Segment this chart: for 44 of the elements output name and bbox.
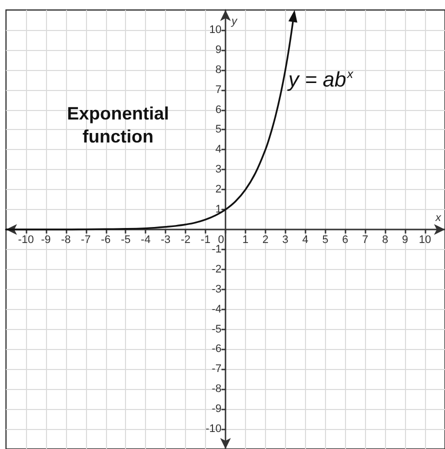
x-tick-label: -10 <box>18 234 34 246</box>
y-tick-label: 9 <box>215 44 222 56</box>
y-tick-label: -5 <box>212 323 222 336</box>
y-tick-label: 1 <box>215 204 222 216</box>
y-tick-label: 2 <box>215 184 222 196</box>
x-tick-label: 10 <box>418 234 432 246</box>
x-tick-label: 3 <box>282 234 288 246</box>
x-tick-label: -6 <box>100 234 111 246</box>
y-tick-label: 10 <box>209 24 222 36</box>
x-tick-label: -1 <box>200 234 210 246</box>
x-tick-label: -3 <box>160 234 171 246</box>
x-tick-label: 2 <box>262 234 268 246</box>
x-tick-label: -7 <box>80 234 91 246</box>
y-tick-label: -10 <box>206 423 222 436</box>
y-tick-label: -2 <box>212 263 222 276</box>
y-tick-label: 8 <box>215 64 222 76</box>
y-tick-label: 5 <box>215 124 222 136</box>
y-tick-label: -1 <box>212 243 222 256</box>
y-tick-label: -7 <box>212 363 222 376</box>
x-tick-label: 6 <box>342 234 348 246</box>
x-tick-label: 4 <box>302 234 308 246</box>
x-tick-label: 8 <box>382 234 388 246</box>
x-tick-label: -8 <box>60 234 71 246</box>
x-tick-label: -5 <box>120 234 131 246</box>
y-tick-label: -4 <box>212 303 222 316</box>
x-axis-title: x <box>434 212 442 224</box>
y-tick-label: 3 <box>215 164 222 176</box>
x-tick-label: 5 <box>322 234 328 246</box>
y-tick-label: 6 <box>215 104 222 116</box>
x-tick-label: 0 <box>218 234 224 246</box>
x-tick-label: -2 <box>180 234 190 246</box>
y-tick-label: 4 <box>215 144 222 156</box>
y-tick-label: -9 <box>212 403 222 416</box>
x-tick-label: -4 <box>140 234 151 246</box>
text: Exponential function <box>66 104 170 146</box>
y-axis-title: y <box>230 16 238 28</box>
y-tick-label: -3 <box>212 283 222 296</box>
y-tick-label: -6 <box>212 343 222 356</box>
x-tick-label: -9 <box>41 234 51 246</box>
y-tick-label: 7 <box>215 84 222 96</box>
x-tick-label: 9 <box>402 234 408 246</box>
x-tick-label: 7 <box>362 234 368 246</box>
x-tick-label: 1 <box>242 234 249 246</box>
y-tick-label: -8 <box>212 383 222 396</box>
